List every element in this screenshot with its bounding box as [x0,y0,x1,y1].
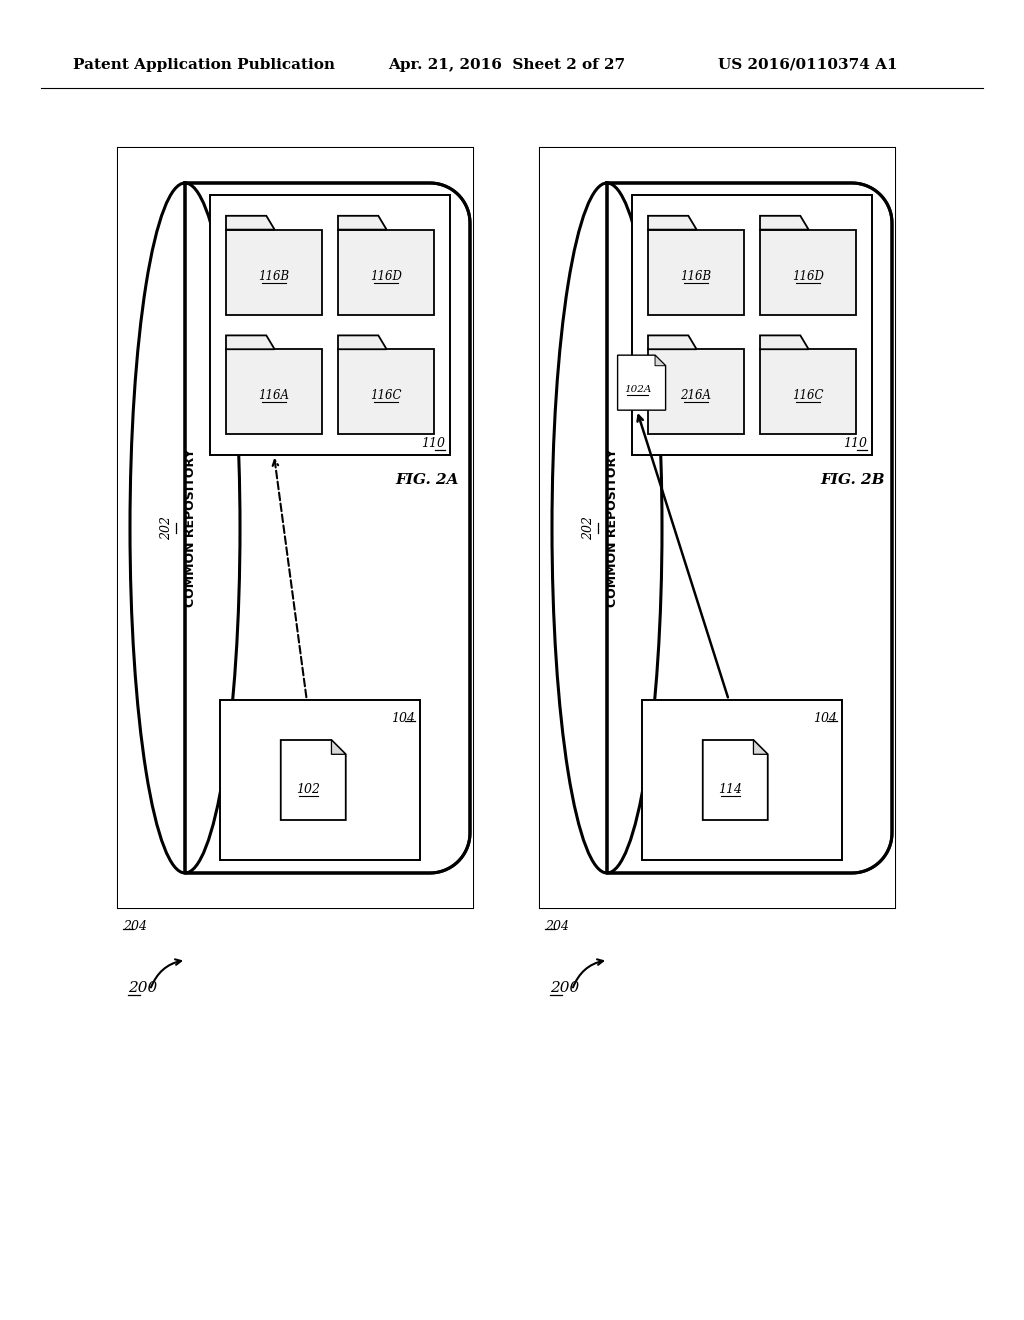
Polygon shape [226,230,322,314]
Text: 116D: 116D [792,269,824,282]
Bar [540,148,895,908]
Bar [220,700,420,861]
Polygon shape [765,354,861,440]
Bar [632,195,872,455]
Polygon shape [648,350,744,434]
Text: COMMON REPOSITORY: COMMON REPOSITORY [184,449,198,607]
Polygon shape [653,354,749,440]
Polygon shape [338,215,387,230]
Polygon shape [617,355,666,411]
Polygon shape [343,354,439,440]
Polygon shape [281,741,346,820]
Text: COMMON REPOSITORY: COMMON REPOSITORY [606,449,620,607]
Text: 102: 102 [296,783,321,796]
Text: US 2016/0110374 A1: US 2016/0110374 A1 [718,58,898,73]
Bar [210,195,450,455]
Text: 102A: 102A [624,384,651,393]
Text: FIG. 2A: FIG. 2A [395,473,459,487]
Polygon shape [648,335,696,350]
Polygon shape [226,215,274,230]
Text: Patent Application Publication: Patent Application Publication [73,58,335,73]
Text: 204: 204 [123,920,147,933]
Text: 116D: 116D [370,269,402,282]
Polygon shape [338,230,434,314]
Text: 116A: 116A [258,389,290,403]
Text: 116B: 116B [680,269,712,282]
Text: 110: 110 [421,437,445,450]
Text: 216A: 216A [681,389,712,403]
Ellipse shape [130,183,240,873]
Polygon shape [702,741,768,820]
Polygon shape [754,741,768,754]
Text: 116B: 116B [258,269,290,282]
Text: 104: 104 [813,711,837,725]
Text: 104: 104 [391,711,415,725]
FancyBboxPatch shape [607,183,892,873]
Polygon shape [338,350,434,434]
Polygon shape [765,235,861,319]
Text: 116C: 116C [371,389,401,403]
Text: 114: 114 [718,783,742,796]
Polygon shape [231,354,327,440]
Ellipse shape [552,183,662,873]
Text: 200: 200 [128,981,158,995]
Bar [118,148,473,908]
Polygon shape [760,335,809,350]
Polygon shape [653,235,749,319]
Polygon shape [760,350,856,434]
Bar [642,700,842,861]
Polygon shape [760,215,809,230]
Bar [540,148,895,908]
Text: 200: 200 [550,981,580,995]
Polygon shape [332,741,346,754]
Polygon shape [655,355,666,366]
Polygon shape [338,335,387,350]
Text: 110: 110 [843,437,867,450]
Text: FIG. 2B: FIG. 2B [820,473,885,487]
Polygon shape [648,215,696,230]
Bar [118,148,473,908]
Polygon shape [226,350,322,434]
Polygon shape [231,235,327,319]
Text: 204: 204 [545,920,569,933]
Text: 202: 202 [583,516,596,540]
Polygon shape [648,230,744,314]
Text: 202: 202 [161,516,173,540]
FancyBboxPatch shape [185,183,470,873]
Text: 116C: 116C [793,389,823,403]
Polygon shape [760,230,856,314]
Polygon shape [226,335,274,350]
Polygon shape [343,235,439,319]
Text: Apr. 21, 2016  Sheet 2 of 27: Apr. 21, 2016 Sheet 2 of 27 [388,58,625,73]
